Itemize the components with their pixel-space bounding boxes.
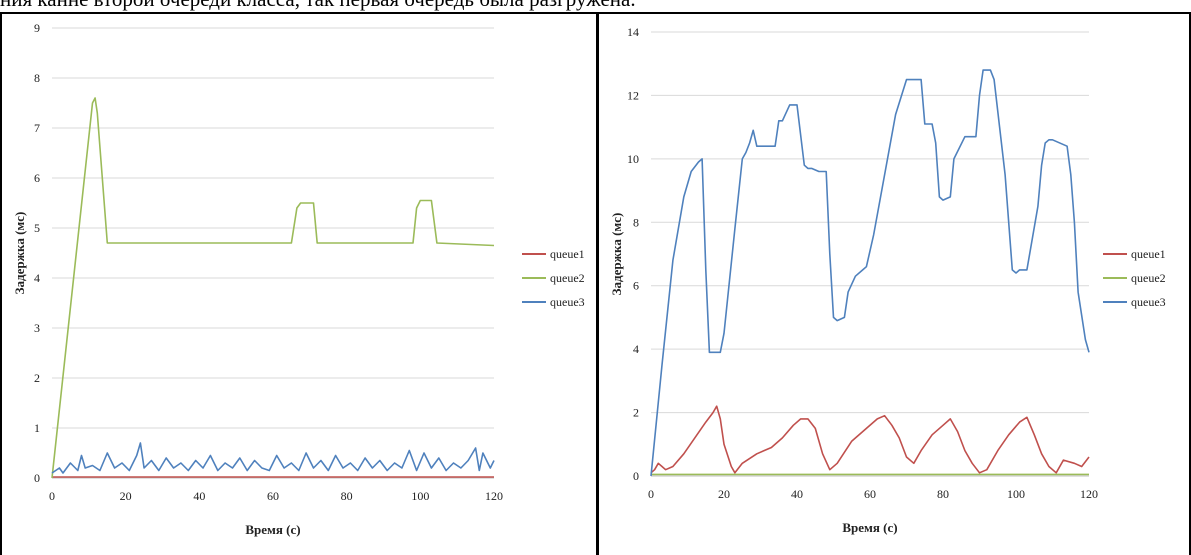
x-tick-label: 0 <box>49 489 55 503</box>
x-tick-label: 100 <box>1007 487 1025 501</box>
y-tick-label: 4 <box>34 271 40 285</box>
chart-right: 0 2 4 6 8 10 12 14 0 20 40 60 80 100 120 Время (с) Задер… <box>609 25 1166 535</box>
chart-panel-left: 0 1 2 3 4 5 6 7 8 9 0 20 40 60 80 100 120 Время (с) Задерж… <box>0 12 598 555</box>
x-tick-label: 0 <box>648 487 654 501</box>
y-tick-label: 8 <box>34 71 40 85</box>
y-tick-label: 10 <box>627 152 639 166</box>
y-tick-label: 1 <box>34 421 40 435</box>
legend-label-queue2: queue2 <box>1131 271 1166 285</box>
legend-label-queue3: queue3 <box>1131 295 1166 309</box>
chart-panel-right: 0 2 4 6 8 10 12 14 0 20 40 60 80 100 120 Время (с) Задер… <box>597 12 1191 555</box>
y-tick-label: 2 <box>34 371 40 385</box>
x-tick-label: 120 <box>485 489 503 503</box>
x-tick-label: 60 <box>864 487 876 501</box>
y-tick-label: 0 <box>34 471 40 485</box>
y-tick-label: 5 <box>34 221 40 235</box>
y-tick-label: 3 <box>34 321 40 335</box>
series-line-queue1 <box>650 405 1090 474</box>
series-line-queue2 <box>51 97 495 479</box>
y-tick-label: 12 <box>627 88 639 102</box>
y-tick-label: 9 <box>34 21 40 35</box>
y-tick-label: 8 <box>633 215 639 229</box>
legend-label-queue1: queue1 <box>1131 247 1166 261</box>
y-tick-label: 2 <box>633 406 639 420</box>
x-tick-label: 60 <box>267 489 279 503</box>
chart-left: 0 1 2 3 4 5 6 7 8 9 0 20 40 60 80 100 120 Время (с) Задерж… <box>12 21 585 537</box>
legend-label-queue1: queue1 <box>550 247 585 261</box>
y-axis-title: Задержка (мс) <box>609 213 624 296</box>
y-axis-title: Задержка (мс) <box>12 212 27 295</box>
x-tick-label: 20 <box>718 487 730 501</box>
x-tick-label: 20 <box>120 489 132 503</box>
y-tick-label: 4 <box>633 342 639 356</box>
x-tick-label: 80 <box>937 487 949 501</box>
x-tick-label: 80 <box>341 489 353 503</box>
x-tick-label: 100 <box>411 489 429 503</box>
x-tick-label: 40 <box>791 487 803 501</box>
x-tick-label: 40 <box>193 489 205 503</box>
y-tick-label: 0 <box>633 469 639 483</box>
y-tick-label: 6 <box>633 279 639 293</box>
series-line-queue3 <box>51 442 495 474</box>
x-tick-label: 120 <box>1080 487 1098 501</box>
x-axis-title: Время (с) <box>842 520 897 535</box>
y-tick-label: 6 <box>34 171 40 185</box>
series-line-queue3 <box>650 69 1090 477</box>
y-tick-label: 7 <box>34 121 40 135</box>
y-tick-label: 14 <box>627 25 639 39</box>
page-caption: ния канне второй очереди класса, так пер… <box>0 0 1191 12</box>
legend-label-queue2: queue2 <box>550 271 585 285</box>
x-axis-title: Время (с) <box>245 522 300 537</box>
legend-label-queue3: queue3 <box>550 295 585 309</box>
